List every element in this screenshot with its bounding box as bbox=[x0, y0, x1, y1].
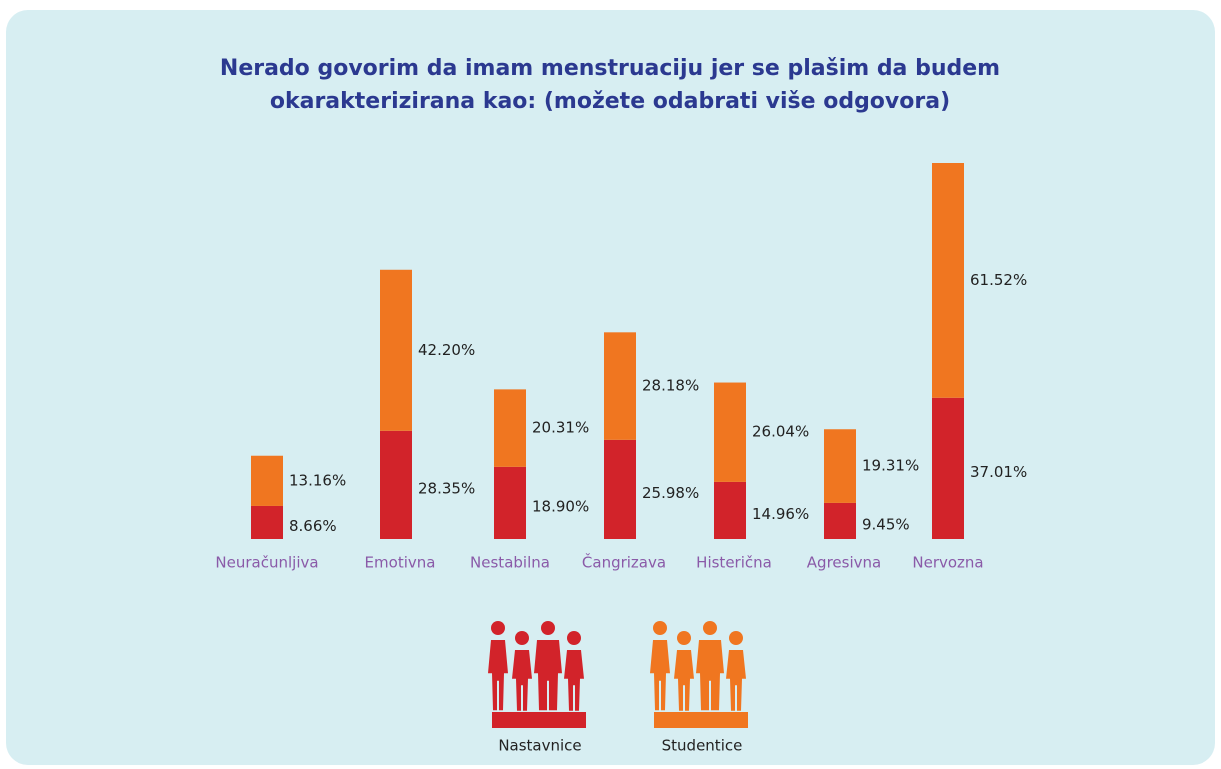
figure-head bbox=[491, 621, 505, 635]
value-label: 18.90% bbox=[532, 497, 589, 515]
legend-swatch bbox=[492, 712, 586, 728]
bar-segment bbox=[604, 332, 636, 440]
figure-body bbox=[726, 650, 746, 711]
figure-head bbox=[567, 631, 581, 645]
x-tick-label: Nervozna bbox=[912, 554, 983, 572]
bar-segment bbox=[824, 429, 856, 503]
value-label: 20.31% bbox=[532, 419, 589, 437]
value-label: 28.35% bbox=[418, 479, 475, 497]
x-tick-label: Neuračunljiva bbox=[215, 554, 318, 572]
x-tick-label: Agresivna bbox=[807, 554, 881, 572]
bar-segment bbox=[494, 389, 526, 467]
value-label: 26.04% bbox=[752, 423, 809, 441]
figure-head bbox=[653, 621, 667, 635]
bar-segment bbox=[251, 506, 283, 539]
bar-segment bbox=[380, 270, 412, 431]
bar-segment bbox=[932, 398, 964, 539]
legend-label: Nastavnice bbox=[498, 737, 581, 755]
bar-segment bbox=[714, 482, 746, 539]
figure-body bbox=[564, 650, 584, 711]
bar-segment bbox=[380, 431, 412, 539]
value-label: 8.66% bbox=[289, 517, 337, 535]
legend-label: Studentice bbox=[662, 737, 743, 755]
bar-segment bbox=[604, 440, 636, 539]
value-label: 28.18% bbox=[642, 377, 699, 395]
bar-segment bbox=[714, 383, 746, 482]
value-label: 25.98% bbox=[642, 484, 699, 502]
bar-segment bbox=[494, 467, 526, 539]
figure-head bbox=[541, 621, 555, 635]
figure-body bbox=[650, 640, 670, 710]
page: Nerado govorim da imam menstruaciju jer … bbox=[0, 0, 1221, 769]
value-label: 42.20% bbox=[418, 341, 475, 359]
value-label: 9.45% bbox=[862, 515, 910, 533]
bar-segment bbox=[932, 163, 964, 398]
figure-head bbox=[703, 621, 717, 635]
legend-swatch bbox=[654, 712, 748, 728]
x-tick-label: Čangrizava bbox=[582, 553, 666, 572]
value-label: 13.16% bbox=[289, 471, 346, 489]
chart: 8.66% 13.16% Neuračunljiva 28.35% 42.20% Emot… bbox=[0, 0, 1221, 769]
legend-figures bbox=[650, 621, 746, 711]
x-tick-label: Emotivna bbox=[365, 554, 436, 572]
x-tick-label: Nestabilna bbox=[470, 554, 550, 572]
figure-head bbox=[677, 631, 691, 645]
x-tick-label: Histerična bbox=[696, 554, 772, 572]
legend-figures bbox=[488, 621, 584, 711]
figure-body bbox=[674, 650, 694, 711]
value-label: 14.96% bbox=[752, 505, 809, 523]
figure-body bbox=[696, 640, 724, 710]
value-label: 61.52% bbox=[970, 271, 1027, 289]
value-label: 19.31% bbox=[862, 457, 919, 475]
figure-head bbox=[729, 631, 743, 645]
figure-body bbox=[534, 640, 562, 710]
bar-segment bbox=[824, 503, 856, 539]
bar-segment bbox=[251, 456, 283, 506]
value-label: 37.01% bbox=[970, 463, 1027, 481]
figure-head bbox=[515, 631, 529, 645]
figure-body bbox=[488, 640, 508, 710]
figure-body bbox=[512, 650, 532, 711]
